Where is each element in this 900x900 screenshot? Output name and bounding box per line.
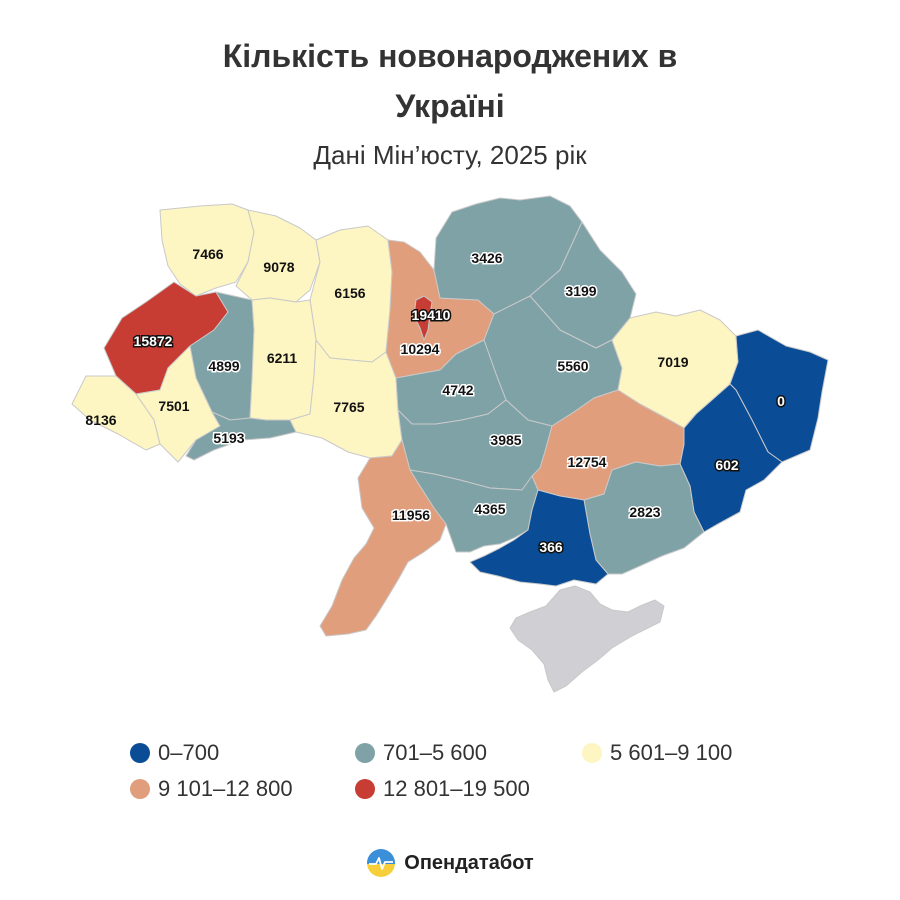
region-mykolaiv (409, 469, 539, 553)
label-kirovohrad: 3985 (490, 432, 521, 448)
legend-swatch (130, 743, 150, 763)
opendatabot-logo-icon (367, 849, 396, 877)
region-kyiv-city (413, 295, 433, 341)
region-kherson (469, 489, 609, 587)
legend-label: 5 601–9 100 (610, 740, 733, 765)
label-khmelnytskyi: 6211 (267, 350, 298, 366)
legend-label: 0–700 (158, 740, 220, 765)
legend-item-bin3: 5 601–9 100 (582, 740, 732, 766)
chart-title-line2: Україні (395, 88, 505, 124)
legend-item-bin4: 9 101–12 800 (130, 776, 293, 802)
label-dnipropetrovsk: 12754 (568, 454, 607, 470)
label-kharkiv: 7019 (657, 354, 688, 370)
legend-item-bin5: 12 801–19 500 (355, 776, 530, 802)
label-poltava: 5560 (557, 358, 588, 374)
region-crimea (509, 585, 665, 693)
label-luhansk: 0 (777, 393, 785, 409)
legend-swatch (130, 779, 150, 799)
legend-swatch (582, 743, 602, 763)
label-chernivtsi: 5193 (213, 430, 244, 446)
label-vinnytsia: 7765 (333, 399, 364, 415)
label-donetsk: 602 (715, 457, 739, 473)
brand-name: Опендатабот (404, 851, 534, 874)
region-volyn (159, 203, 255, 297)
chart-subtitle: Дані Мін’юсту, 2025 рік (313, 140, 587, 170)
label-kherson: 366 (539, 539, 563, 555)
legend-label: 701–5 600 (383, 740, 487, 765)
region-zakarpattia (71, 375, 161, 451)
label-zakarpattia: 8136 (85, 412, 116, 428)
label-lviv: 15872 (134, 333, 173, 349)
label-rivne: 9078 (263, 259, 294, 275)
legend-swatch (355, 779, 375, 799)
label-chernihiv: 3426 (471, 250, 502, 266)
legend-label: 12 801–19 500 (383, 776, 530, 801)
footer: Опендатабот (0, 848, 900, 878)
label-volyn: 7466 (192, 246, 223, 262)
label-ternopil: 4899 (208, 358, 239, 374)
legend-item-bin2: 701–5 600 (355, 740, 487, 766)
label-mykolaiv: 4365 (474, 501, 505, 517)
legend-swatch (355, 743, 375, 763)
region-chernihiv (433, 195, 583, 315)
label-kyiv-oblast: 10294 (401, 341, 440, 357)
legend-label: 9 101–12 800 (158, 776, 293, 801)
chart-title-line1: Кількість новонароджених в (222, 38, 678, 74)
label-zaporizhzhia: 2823 (629, 504, 660, 520)
label-cherkasy: 4742 (442, 382, 473, 398)
region-chernivtsi (185, 411, 297, 461)
legend-item-bin1: 0–700 (130, 740, 219, 766)
label-ivano-frankivsk: 7501 (158, 398, 189, 414)
label-sumy: 3199 (565, 283, 596, 299)
label-odesa: 11956 (392, 507, 430, 523)
label-kyiv-city: 19410 (412, 307, 451, 323)
label-zhytomyr: 6156 (334, 285, 365, 301)
